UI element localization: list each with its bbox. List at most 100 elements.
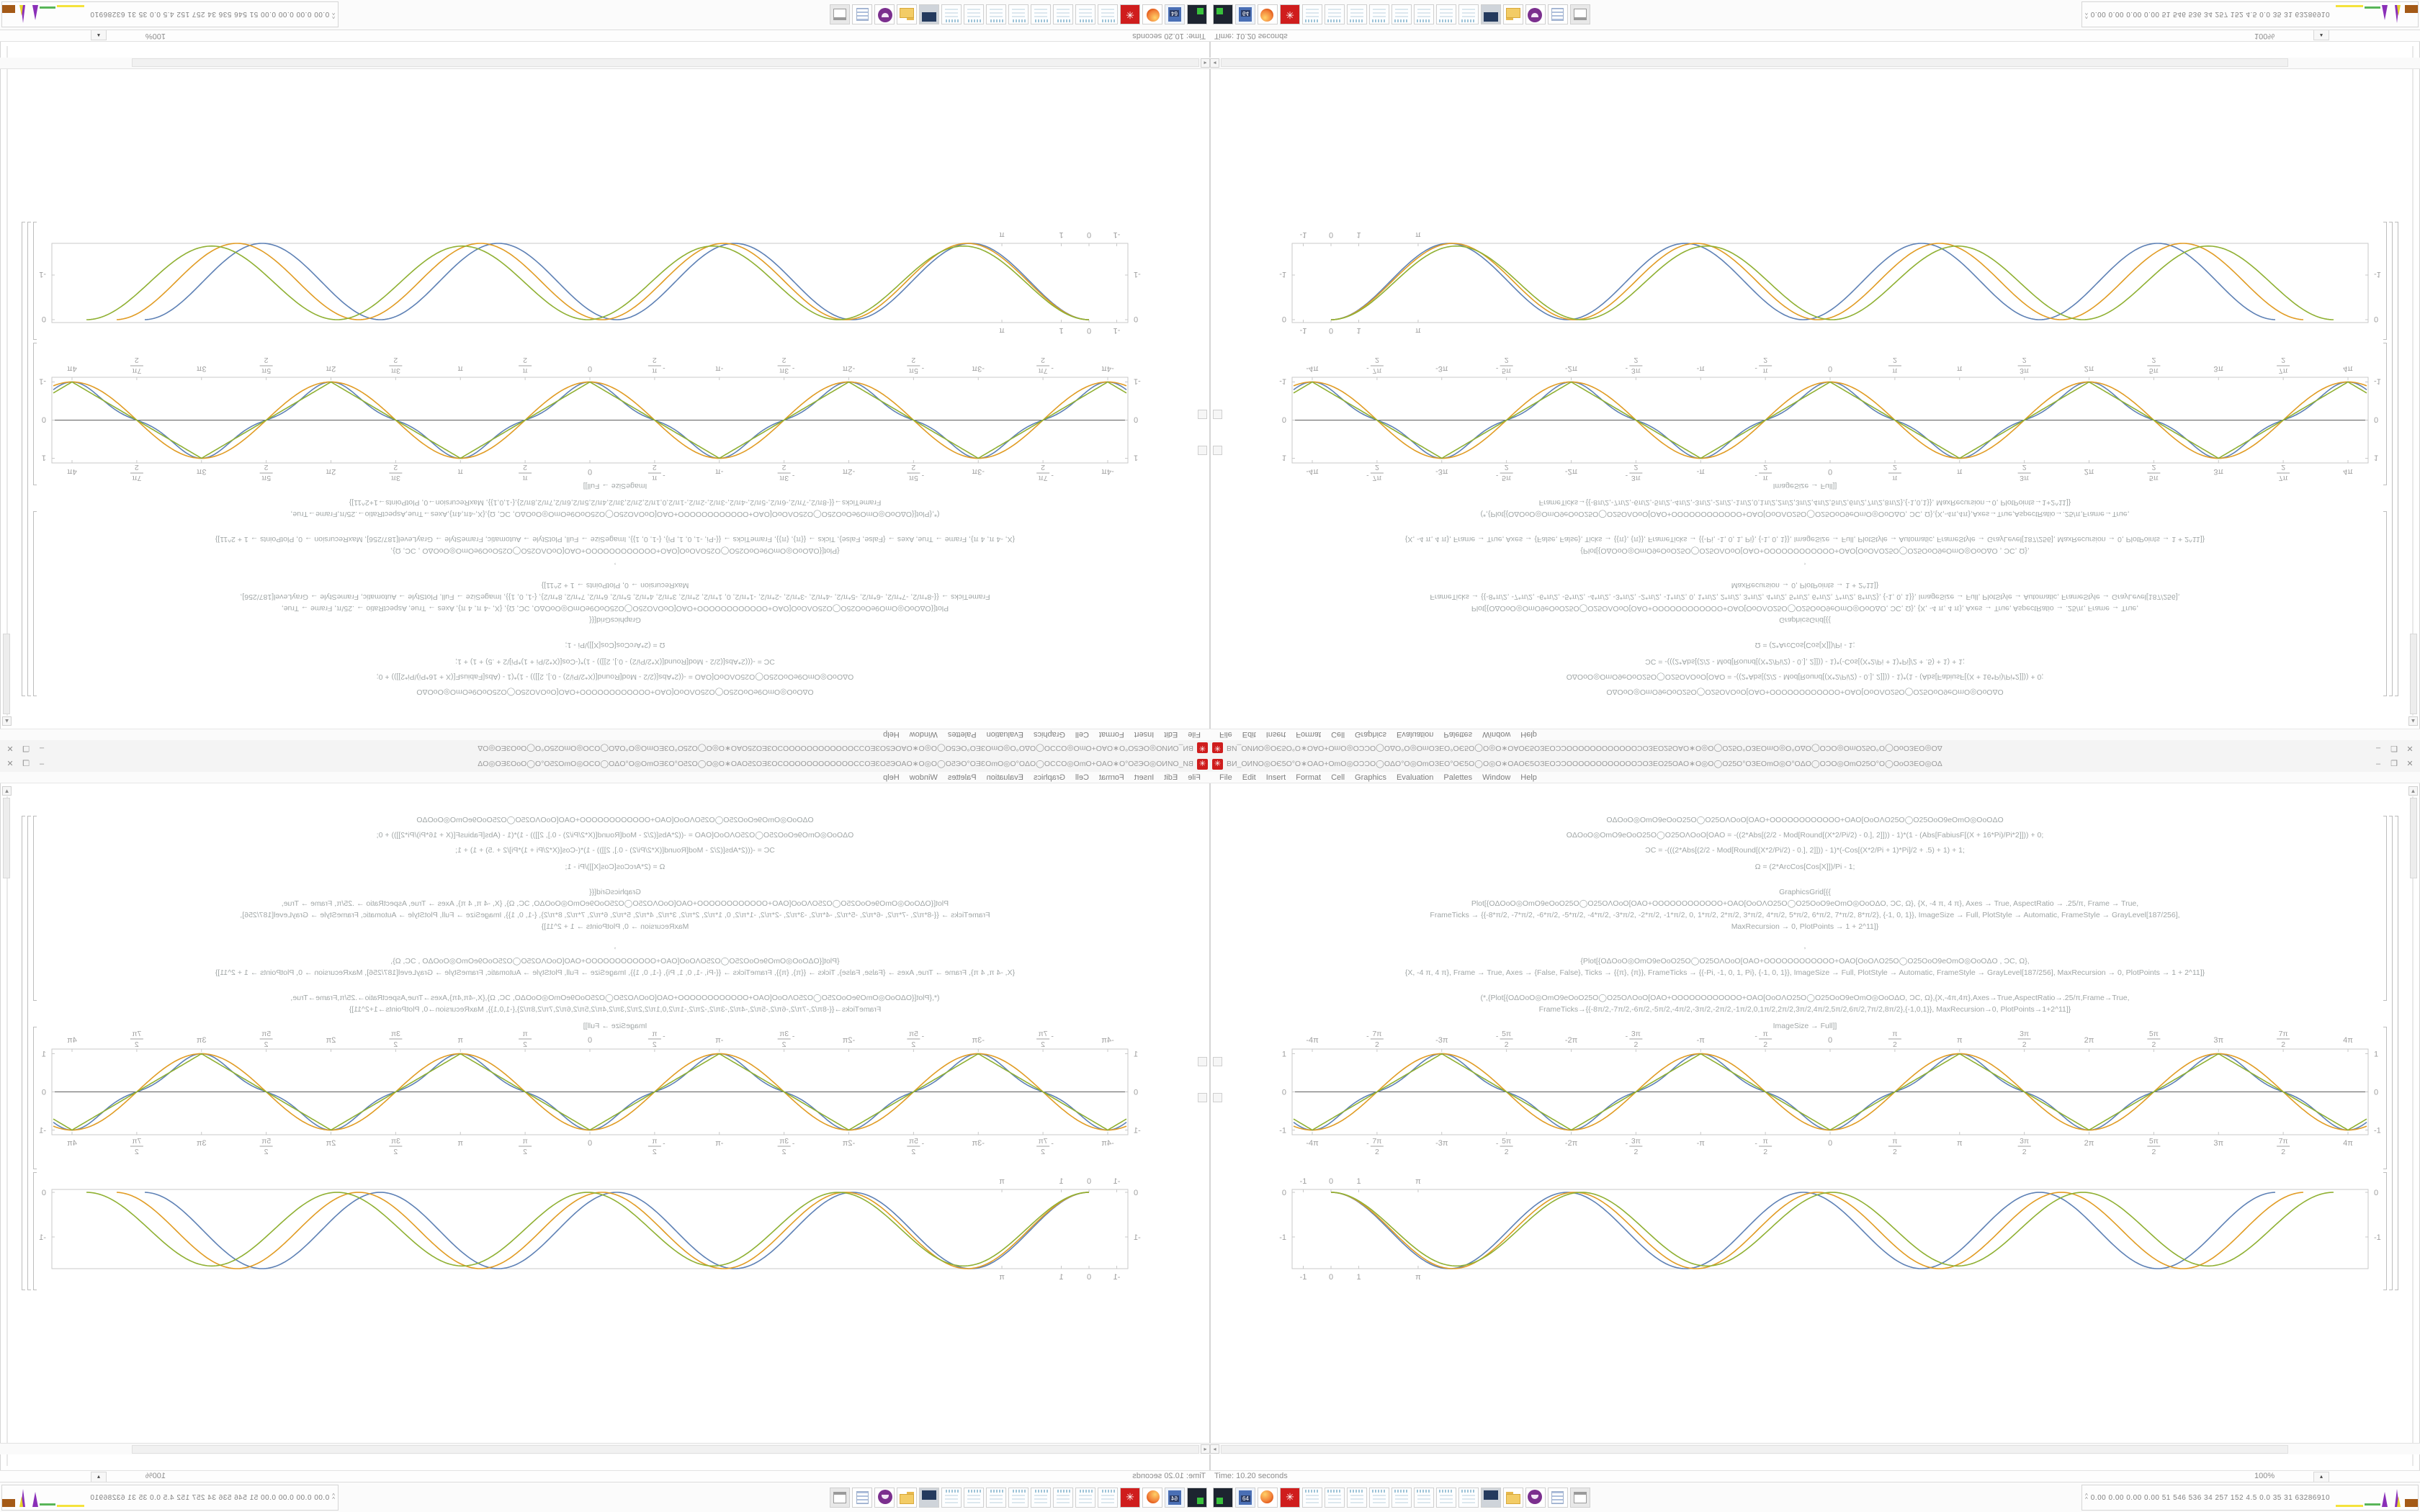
- notebook-content[interactable]: OΔOoO◎OmO9eOoO25O◯O25OΛOoO[OAO+OOOOOOOOO…: [0, 42, 1210, 729]
- taskbar-window-icon[interactable]: [830, 4, 850, 25]
- vertical-scrollbar-trough[interactable]: [6, 46, 8, 716]
- cell-bracket-plot1[interactable]: [2383, 343, 2387, 485]
- notebook-content[interactable]: OΔOoO◎OmO9eOoO25O◯O25OΛOoO[OAO+OOOOOOOOO…: [1210, 42, 2420, 729]
- cell-bracket-outer[interactable]: [22, 222, 25, 696]
- menu-insert[interactable]: Insert: [1134, 773, 1155, 782]
- menu-cell[interactable]: Cell: [1331, 773, 1345, 782]
- menu-edit[interactable]: Edit: [1242, 730, 1256, 739]
- taskbar-spikey-icon[interactable]: ✳: [1120, 4, 1140, 25]
- cell-bracket-outer[interactable]: [2395, 222, 2398, 696]
- menu-insert[interactable]: Insert: [1265, 773, 1286, 782]
- menu-window[interactable]: Window: [1482, 730, 1511, 739]
- menu-edit[interactable]: Edit: [1164, 730, 1178, 739]
- taskbar-notebook-icon[interactable]: [986, 1487, 1006, 1508]
- taskbar-firefox-icon[interactable]: [1142, 4, 1162, 25]
- horizontal-scrollbar[interactable]: ◂: [1210, 58, 2420, 69]
- menu-format[interactable]: Format: [1098, 730, 1124, 739]
- scroll-left-icon[interactable]: ◂: [1210, 1444, 1219, 1454]
- menu-palettes[interactable]: Palettes: [1443, 773, 1473, 782]
- taskbar-notebook-icon[interactable]: [1369, 1487, 1389, 1508]
- restore-button[interactable]: ❐: [2390, 760, 2398, 768]
- menu-format[interactable]: Format: [1296, 773, 1322, 782]
- restore-button[interactable]: ❐: [2390, 744, 2398, 752]
- taskbar-display-icon[interactable]: [919, 4, 939, 25]
- scroll-up-icon[interactable]: ▲: [2, 716, 12, 726]
- menu-file[interactable]: File: [1219, 773, 1232, 782]
- close-button[interactable]: ✕: [6, 744, 14, 752]
- vertical-scrollbar-trough[interactable]: [2412, 46, 2414, 716]
- menu-file[interactable]: File: [1188, 773, 1201, 782]
- taskbar-notebook-icon[interactable]: [964, 1487, 984, 1508]
- code-cell[interactable]: OΔOoO◎OmO9eOoO25O◯O25OΛOoO[OAO+OOOOOOOOO…: [50, 481, 1180, 696]
- menu-edit[interactable]: Edit: [1164, 773, 1178, 782]
- taskbar-notebook-icon[interactable]: [1436, 1487, 1456, 1508]
- menu-insert[interactable]: Insert: [1134, 730, 1155, 739]
- menu-graphics[interactable]: Graphics: [1355, 773, 1387, 782]
- menu-graphics[interactable]: Graphics: [1033, 730, 1065, 739]
- scroll-left-icon[interactable]: ◂: [1201, 1444, 1210, 1454]
- taskbar-notebook-icon[interactable]: [1302, 1487, 1322, 1508]
- taskbar-notebook-icon[interactable]: [941, 1487, 962, 1508]
- window-titlebar[interactable]: ✳ ВИ_ОИNO◎OЄ5O°O∗OAO+OmO◎OƆƆO◯OΔO°O◎OmOЗ…: [1210, 756, 2420, 773]
- magnification-menu-button[interactable]: ▴: [91, 1472, 107, 1482]
- menu-palettes[interactable]: Palettes: [947, 773, 977, 782]
- menu-evaluation[interactable]: Evaluation: [1397, 730, 1434, 739]
- taskbar-notebook-icon[interactable]: [1031, 1487, 1051, 1508]
- taskbar-notebook-icon[interactable]: [986, 4, 1006, 25]
- taskbar-notebook-icon[interactable]: [1347, 1487, 1367, 1508]
- taskbar-display-icon[interactable]: [1481, 4, 1501, 25]
- menu-format[interactable]: Format: [1098, 773, 1124, 782]
- taskbar-document-icon[interactable]: [1548, 4, 1568, 25]
- cell-bracket-code[interactable]: [33, 511, 37, 696]
- taskbar-notebook-icon[interactable]: [1325, 4, 1345, 25]
- scroll-left-icon[interactable]: ◂: [1210, 58, 1219, 68]
- taskbar-mask-icon[interactable]: [1525, 1487, 1546, 1508]
- menu-palettes[interactable]: Palettes: [1443, 730, 1473, 739]
- taskbar-terminal-icon[interactable]: [1213, 4, 1233, 25]
- taskbar-notebook-icon[interactable]: [1458, 4, 1479, 25]
- restore-button[interactable]: ❐: [22, 744, 30, 752]
- taskbar-notebook-icon[interactable]: [1008, 1487, 1028, 1508]
- taskbar-notebook-icon[interactable]: [1098, 1487, 1118, 1508]
- menu-help[interactable]: Help: [1520, 730, 1537, 739]
- taskbar-window-icon[interactable]: [830, 1487, 850, 1508]
- taskbar-notebook-icon[interactable]: [1098, 4, 1118, 25]
- menu-palettes[interactable]: Palettes: [947, 730, 977, 739]
- close-button[interactable]: ✕: [2406, 760, 2414, 768]
- menu-file[interactable]: File: [1219, 730, 1232, 739]
- taskbar-notebook-icon[interactable]: [1369, 4, 1389, 25]
- taskbar-floppy64-icon[interactable]: [1235, 4, 1255, 25]
- scroll-up-icon[interactable]: ▲: [2, 786, 12, 796]
- restore-button[interactable]: ❐: [22, 760, 30, 768]
- taskbar-notebook-icon[interactable]: [1436, 4, 1456, 25]
- tray-chevron-icon[interactable]: ^ ^: [332, 9, 335, 19]
- scroll-up-icon[interactable]: ▲: [2408, 716, 2418, 726]
- menu-cell[interactable]: Cell: [1075, 730, 1089, 739]
- vertical-scrollbar-thumb[interactable]: [2410, 634, 2417, 714]
- cell-bracket-group[interactable]: [2389, 222, 2393, 696]
- vertical-scrollbar-trough[interactable]: [2412, 796, 2414, 1466]
- window-titlebar[interactable]: ✳ ВИ_ОИNO◎OЄ5O°O∗OAO+OmO◎OƆƆO◯OΔO°O◎OmOЗ…: [1210, 739, 2420, 756]
- minimize-button[interactable]: –: [2375, 760, 2381, 768]
- taskbar-notebook-icon[interactable]: [1053, 1487, 1073, 1508]
- taskbar-notebook-icon[interactable]: [1008, 4, 1028, 25]
- vertical-scrollbar[interactable]: ▲: [2408, 46, 2418, 726]
- minimize-button[interactable]: –: [39, 760, 45, 768]
- cell-bracket-outer[interactable]: [22, 816, 25, 1290]
- scroll-left-icon[interactable]: ◂: [1201, 58, 1210, 68]
- vertical-scrollbar[interactable]: ▲: [2, 46, 12, 726]
- notebook-content[interactable]: OΔOoO◎OmO9eOoO25O◯O25OΛOoO[OAO+OOOOOOOOO…: [1210, 783, 2420, 1470]
- cell-bracket-code[interactable]: [2383, 816, 2387, 1001]
- taskbar-notebook-icon[interactable]: [1392, 1487, 1412, 1508]
- vertical-scrollbar-thumb[interactable]: [2410, 798, 2417, 878]
- taskbar-notebook-icon[interactable]: [1075, 1487, 1095, 1508]
- vertical-scrollbar[interactable]: ▲: [2408, 786, 2418, 1466]
- scroll-up-icon[interactable]: ▲: [2408, 786, 2418, 796]
- taskbar-notebook-icon[interactable]: [1414, 4, 1434, 25]
- taskbar-notebook-icon[interactable]: [1347, 4, 1367, 25]
- cell-bracket-group[interactable]: [2389, 816, 2393, 1290]
- cell-bracket-code[interactable]: [33, 816, 37, 1001]
- taskbar-window-icon[interactable]: [1570, 4, 1590, 25]
- taskbar-floppy64-icon[interactable]: [1165, 4, 1185, 25]
- menu-format[interactable]: Format: [1296, 730, 1322, 739]
